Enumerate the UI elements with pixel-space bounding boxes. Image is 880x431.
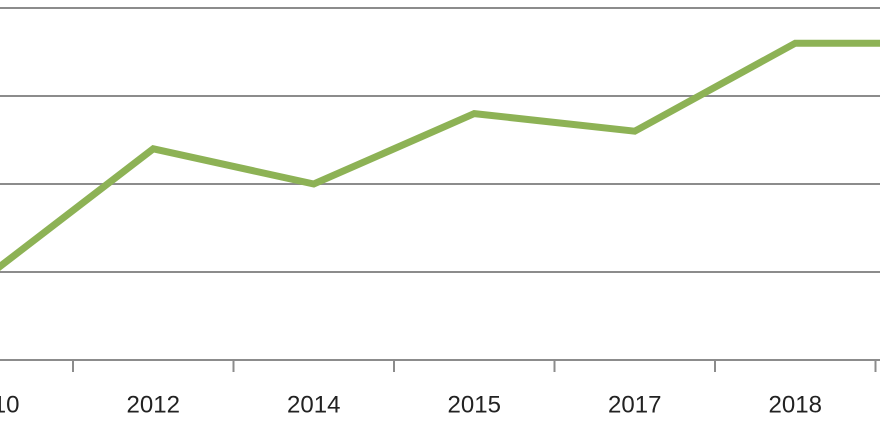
x-tick-label: 2015	[448, 391, 501, 418]
x-tick-label: 2014	[287, 391, 340, 418]
x-tick-label: 2018	[769, 391, 822, 418]
x-tick-label: 2012	[127, 391, 180, 418]
x-tick-label: 2010	[0, 391, 19, 418]
x-tick-label: 2017	[608, 391, 661, 418]
data-line	[0, 39, 880, 271]
